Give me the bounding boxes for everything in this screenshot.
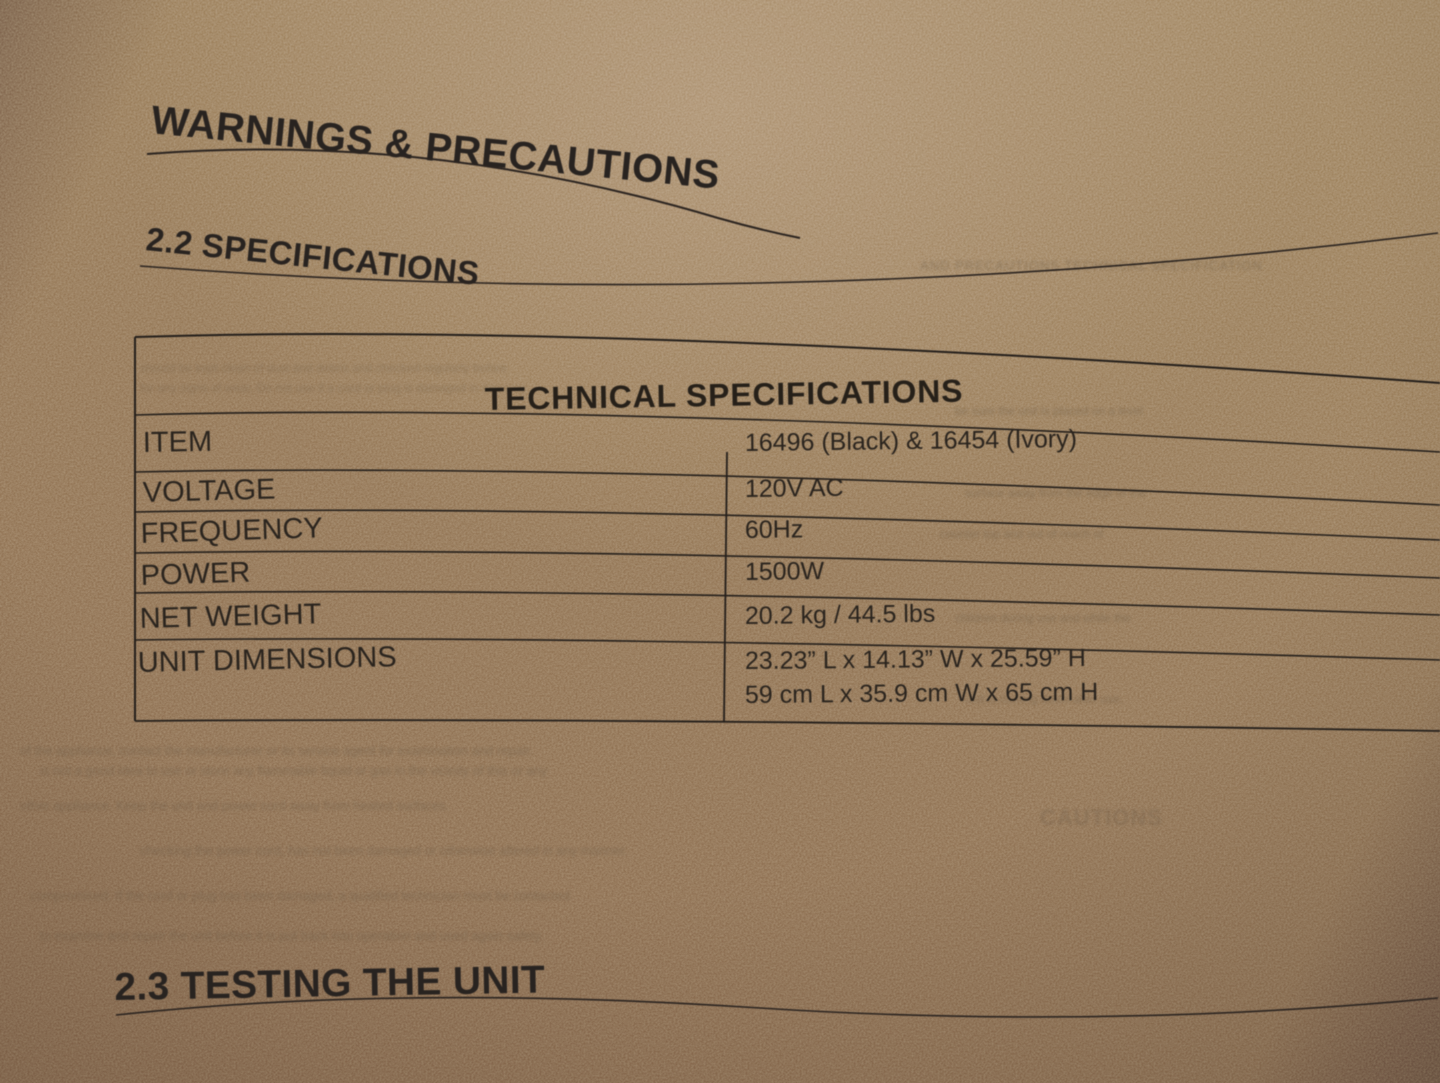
svg-text:should be kept clean of dust a: should be kept clean of dust and debris … xyxy=(140,361,507,375)
svg-text:unit is cooling down after use: unit is cooling down after use. xyxy=(965,692,1123,706)
svg-text:CAUTIONS: CAUTIONS xyxy=(1040,805,1163,830)
svg-text:compromised. If the cord or pl: compromised. If the cord or plug has bee… xyxy=(30,888,570,903)
svg-text:for any signs of wear. Do not: for any signs of wear. Do not use if a c… xyxy=(140,381,526,395)
svg-text:to examine and repair the unit: to examine and repair the unit before it… xyxy=(40,928,543,943)
svg-text:surface away from the edge of: surface away from the edge of the xyxy=(965,486,1147,500)
svg-text:of the appliance, contact the: of the appliance, contact the manufactur… xyxy=(20,743,533,758)
svg-text:children during use and while: children during use and while the xyxy=(955,611,1131,625)
svg-text:be sure the unit is placed on: be sure the unit is placed on a level xyxy=(955,404,1143,418)
svg-text:checking the power cord, has n: checking the power cord, has not been da… xyxy=(140,843,628,858)
svg-text:is not a good idea to use or s: is not a good idea to use or store any f… xyxy=(40,763,548,778)
svg-text:other appliance. Keep the unit: other appliance. Keep the unit and power… xyxy=(20,798,449,813)
svg-text:AND PRECAUTIONS TECHNICAL SPEC: AND PRECAUTIONS TECHNICAL SPECIFICATION xyxy=(920,258,1263,273)
svg-text:counter top and out of reach o: counter top and out of reach of xyxy=(940,527,1104,541)
